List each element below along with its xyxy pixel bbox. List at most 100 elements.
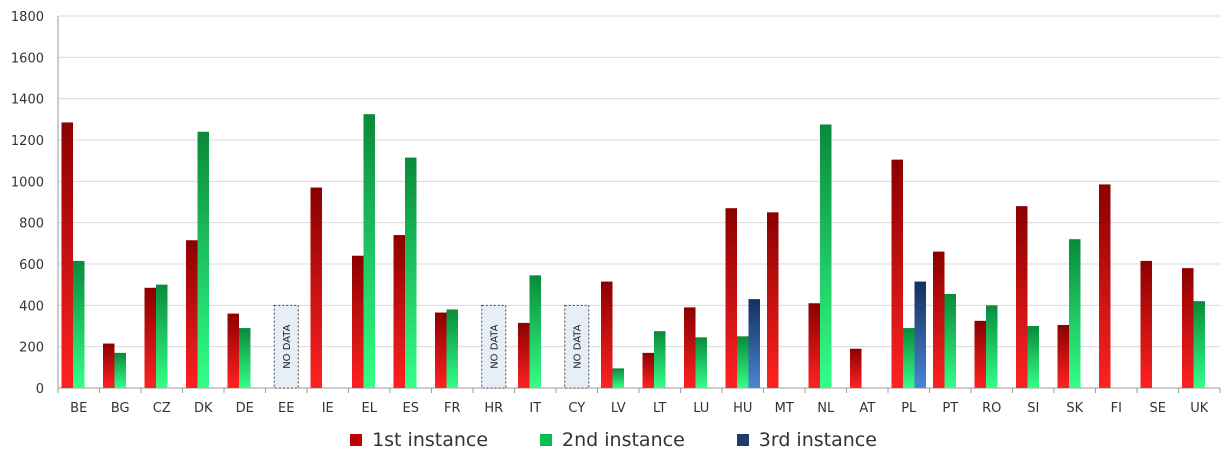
no-data-label: NO DATA [489,324,500,368]
bar-3-instance [914,281,926,388]
x-tick-label: LU [693,401,709,416]
bar-2-instance [529,275,541,388]
x-tick-label: RO [982,401,1001,416]
x-tick-label: SI [1027,401,1039,416]
no-data-box [273,304,299,389]
bar-1-instance [103,343,115,388]
bar-2-instance [986,305,998,388]
bar-2-instance [1193,301,1205,388]
y-tick-label: 1000 [11,175,44,190]
x-tick-label: SE [1150,401,1166,416]
y-tick-label: 1200 [11,134,44,149]
x-tick-label: DK [194,401,213,416]
bar-2-instance [1069,239,1081,388]
x-tick-label: AT [859,401,875,416]
bar-1-instance [725,208,737,388]
bar-1-instance [974,320,986,388]
legend-label: 2nd instance [562,429,685,451]
x-tick-label: BE [70,401,87,416]
bar-2-instance [446,309,458,388]
bar-1-instance [684,307,696,388]
bar-1-instance [435,312,447,388]
x-tick-label: ES [403,401,419,416]
bar-2-instance [654,331,666,388]
bar-1-instance [186,240,198,388]
x-tick-label: FR [444,401,461,416]
x-tick-label: DE [236,401,254,416]
no-data-label: NO DATA [572,324,583,368]
bar-1-instance [1140,260,1152,388]
y-tick-label: 1400 [11,93,44,108]
bar-1-instance [891,159,903,388]
bar-1-instance [1182,268,1194,388]
x-tick-label: CZ [153,401,171,416]
no-data-label: NO DATA [282,324,293,368]
x-tick-label: UK [1190,401,1209,416]
bar-2-instance [405,157,417,388]
legend-item-2nd-instance: 2nd instance [540,429,685,451]
bar-2-instance [737,336,749,388]
bar-1-instance [808,303,820,388]
bar-1-instance [850,348,862,388]
bar-2-instance [612,368,624,388]
bar-2-instance [114,352,126,388]
bar-1-instance [310,187,322,388]
bar-2-instance [944,293,956,388]
x-tick-label: HU [733,401,752,416]
bar-1-instance [642,352,654,388]
bar-2-instance [197,131,209,388]
bar-2-instance [156,284,168,388]
bar-2-instance [695,337,707,388]
legend-swatch [540,434,553,446]
bar-1-instance [227,313,239,388]
chart-legend: 1st instance 2nd instance 3rd instance [0,428,1227,452]
bar-2-instance [820,124,832,388]
y-tick-label: 600 [19,258,44,273]
x-tick-label: FI [1111,401,1122,416]
x-tick-label: IT [529,401,541,416]
legend-item-1st-instance: 1st instance [350,429,488,451]
legend-swatch [736,434,749,446]
x-tick-label: EL [362,401,378,416]
y-tick-label: 1800 [11,10,44,25]
bar-1-instance [1016,206,1028,388]
no-data-box [564,304,590,389]
x-tick-label: MT [775,401,794,416]
bar-1-instance [1057,324,1069,388]
bar-1-instance [601,281,613,388]
y-tick-label: 200 [19,341,44,356]
bar-2-instance [363,114,375,389]
x-tick-label: HR [484,401,503,416]
bar-2-instance [239,328,251,388]
bar-1-instance [144,287,156,388]
y-tick-label: 0 [36,382,44,397]
x-tick-label: LV [611,401,626,416]
no-data-box [481,304,507,389]
legend-item-3rd-instance: 3rd instance [736,429,877,451]
y-tick-label: 400 [19,299,44,314]
bar-1-instance [933,251,945,388]
bar-2-instance [903,328,915,388]
bar-1-instance [352,255,364,388]
bar-1-instance [61,122,73,388]
bar-2-instance [1027,326,1039,388]
x-tick-label: LT [653,401,666,416]
x-tick-label: NL [817,401,835,416]
bar-1-instance [393,235,405,388]
bar-2-instance [73,260,85,388]
legend-label: 1st instance [372,429,489,451]
x-tick-label: IE [322,401,334,416]
bar-3-instance [748,299,760,388]
x-tick-label: CY [568,401,585,416]
bar-chart: NO DATA NO DATA NO DATA 0 200 400 600 800 1000 1… [11,10,1221,416]
bar-1-instance [518,322,530,388]
x-tick-label: PT [942,401,958,416]
x-tick-label: SK [1066,401,1083,416]
legend-swatch [350,434,363,446]
x-tick-label: EE [278,401,294,416]
bar-1-instance [1099,184,1111,388]
y-tick-label: 1600 [11,51,44,66]
x-tick-label: PL [901,401,917,416]
x-tick-label: BG [111,401,130,416]
